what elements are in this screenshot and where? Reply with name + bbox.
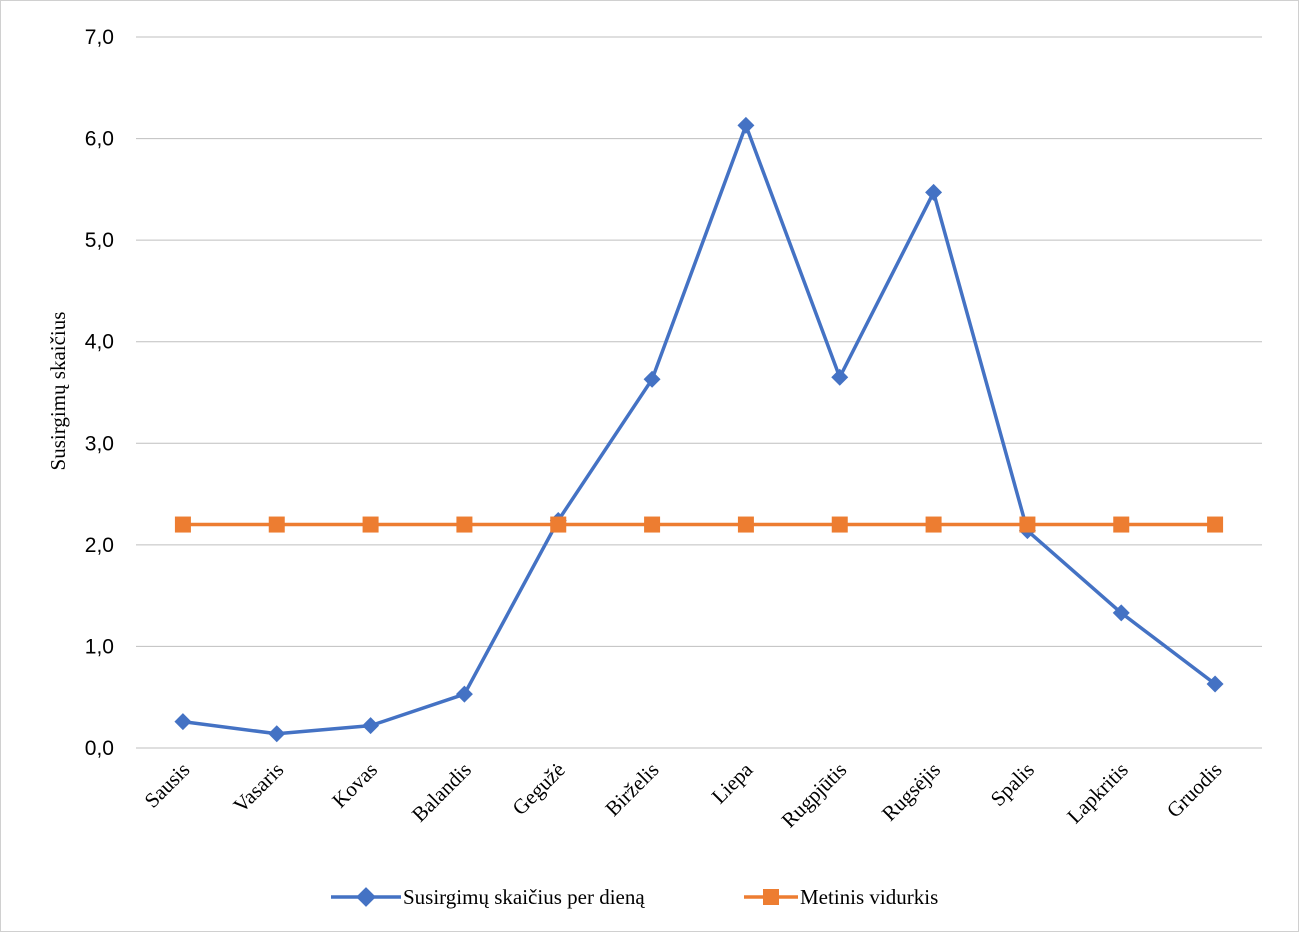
y-tick-label: 6,0 [85,128,114,151]
x-axis-tick-labels: Sausis Vasaris Kovas Balandis Gegužė Birželis… [140,757,1227,832]
series-line-0 [182,123,1217,736]
data-point [831,368,849,386]
data-point [174,713,192,731]
data-point [1206,675,1224,693]
series-1 [174,516,1224,533]
gridlines [136,36,1262,749]
x-tick-label: Liepa [707,757,758,808]
legend-marker-square-1 [763,889,779,905]
series-lines [174,116,1224,743]
y-tick-label: 5,0 [85,229,114,252]
y-tick-label: 4,0 [85,331,114,354]
data-point [268,516,285,533]
legend-label-1: Metinis vidurkis [800,885,938,909]
x-tick-label: Gegužė [507,758,569,820]
data-point [1113,516,1130,533]
y-tick-label: 1,0 [85,635,114,658]
series-0 [174,116,1224,743]
data-point [925,516,942,533]
x-tick-label: Gruodis [1162,758,1227,823]
data-point [644,516,661,533]
data-point [455,685,473,703]
data-point [1112,604,1130,622]
y-axis-tick-labels: 0,0 1,0 2,0 3,0 4,0 5,0 6,0 7,0 [85,26,114,760]
legend-item-1: Metinis vidurkis [744,885,938,909]
x-tick-label: Balandis [407,758,476,827]
data-point [737,516,754,533]
x-tick-label: Lapkritis [1062,758,1133,829]
y-tick-label: 3,0 [85,432,114,455]
x-tick-label: Sausis [140,758,195,813]
data-point [174,516,191,533]
data-point [737,116,755,134]
x-tick-label: Birželis [600,758,663,821]
y-tick-label: 7,0 [85,26,114,49]
data-point [456,516,473,533]
legend: Susirgimų skaičius per dieną Metinis vid… [331,885,938,909]
data-point [1207,516,1224,533]
x-tick-label: Spalis [986,758,1039,811]
data-point [925,183,943,201]
data-point [831,516,848,533]
y-tick-label: 2,0 [85,534,114,557]
x-tick-label: Kovas [327,758,382,813]
y-tick-label: 0,0 [85,737,114,760]
legend-marker-diamond-0 [356,887,376,907]
data-point [550,516,567,533]
x-tick-label: Vasaris [228,758,288,818]
x-tick-label: Rugpjūtis [777,758,852,833]
legend-item-0: Susirgimų skaičius per dieną [331,885,645,909]
data-point [1019,516,1036,533]
data-point [268,725,286,743]
legend-label-0: Susirgimų skaičius per dieną [403,885,645,909]
data-point [362,516,379,533]
y-axis-label: Susirgimų skaičius [46,312,70,471]
data-point [362,717,380,735]
x-tick-label: Rugsėjis [877,758,945,826]
data-point [643,370,661,388]
